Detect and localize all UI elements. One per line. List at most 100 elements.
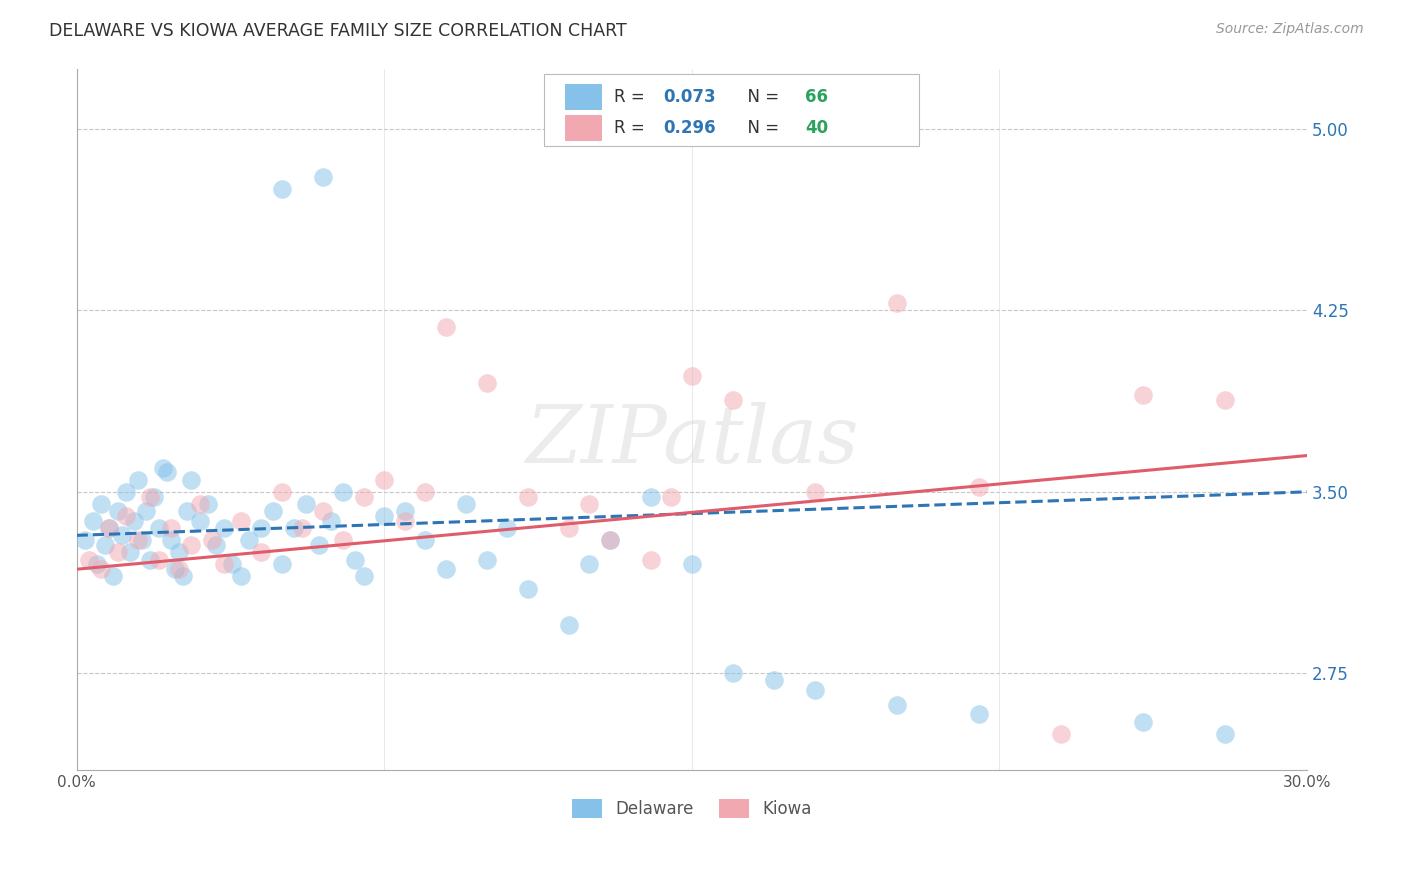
- Point: [353, 569, 375, 583]
- Point: [394, 514, 416, 528]
- Point: [127, 473, 149, 487]
- Point: [98, 521, 121, 535]
- Point: [250, 545, 273, 559]
- Point: [721, 392, 744, 407]
- Point: [250, 521, 273, 535]
- Point: [73, 533, 96, 548]
- Point: [229, 569, 252, 583]
- Point: [295, 497, 318, 511]
- Point: [659, 490, 682, 504]
- Point: [578, 558, 600, 572]
- Point: [176, 504, 198, 518]
- Point: [270, 558, 292, 572]
- Legend: Delaware, Kiowa: Delaware, Kiowa: [565, 792, 818, 825]
- Point: [967, 707, 990, 722]
- Point: [886, 698, 908, 712]
- Point: [107, 545, 129, 559]
- Point: [558, 618, 581, 632]
- Point: [721, 666, 744, 681]
- Point: [308, 538, 330, 552]
- Text: R =: R =: [614, 88, 651, 106]
- Point: [82, 514, 104, 528]
- Point: [131, 533, 153, 548]
- Point: [90, 497, 112, 511]
- Point: [156, 466, 179, 480]
- Point: [139, 552, 162, 566]
- Point: [98, 521, 121, 535]
- Point: [201, 533, 224, 548]
- Point: [152, 460, 174, 475]
- Point: [270, 484, 292, 499]
- Point: [94, 538, 117, 552]
- Point: [188, 497, 211, 511]
- Point: [180, 538, 202, 552]
- Point: [221, 558, 243, 572]
- Point: [319, 514, 342, 528]
- Point: [212, 558, 235, 572]
- Point: [270, 182, 292, 196]
- Text: ZIPatlas: ZIPatlas: [524, 401, 859, 479]
- Point: [640, 552, 662, 566]
- Point: [311, 504, 333, 518]
- Point: [103, 569, 125, 583]
- Text: 0.073: 0.073: [664, 88, 716, 106]
- Point: [344, 552, 367, 566]
- Point: [516, 582, 538, 596]
- Text: 40: 40: [806, 119, 828, 137]
- Point: [139, 490, 162, 504]
- Point: [205, 538, 228, 552]
- Point: [229, 514, 252, 528]
- Point: [681, 558, 703, 572]
- Point: [373, 508, 395, 523]
- Point: [353, 490, 375, 504]
- Point: [197, 497, 219, 511]
- Point: [434, 562, 457, 576]
- Point: [762, 673, 785, 688]
- Point: [413, 533, 436, 548]
- Point: [107, 504, 129, 518]
- Point: [90, 562, 112, 576]
- Point: [148, 521, 170, 535]
- Point: [332, 533, 354, 548]
- Point: [291, 521, 314, 535]
- Point: [122, 514, 145, 528]
- Point: [262, 504, 284, 518]
- Text: N =: N =: [737, 88, 785, 106]
- Point: [1132, 714, 1154, 729]
- Point: [212, 521, 235, 535]
- Point: [127, 533, 149, 548]
- Point: [163, 562, 186, 576]
- Point: [1050, 727, 1073, 741]
- Point: [640, 490, 662, 504]
- Point: [86, 558, 108, 572]
- Point: [886, 296, 908, 310]
- Point: [804, 683, 827, 698]
- Point: [496, 521, 519, 535]
- Point: [681, 368, 703, 383]
- Point: [167, 545, 190, 559]
- Point: [516, 490, 538, 504]
- Point: [77, 552, 100, 566]
- Point: [804, 484, 827, 499]
- Point: [238, 533, 260, 548]
- Point: [558, 521, 581, 535]
- Point: [1213, 392, 1236, 407]
- Point: [578, 497, 600, 511]
- Point: [114, 508, 136, 523]
- Point: [373, 473, 395, 487]
- Point: [160, 521, 183, 535]
- Point: [172, 569, 194, 583]
- Point: [599, 533, 621, 548]
- Point: [413, 484, 436, 499]
- Bar: [565, 115, 602, 141]
- Point: [332, 484, 354, 499]
- Point: [148, 552, 170, 566]
- Text: 0.296: 0.296: [664, 119, 716, 137]
- Text: R =: R =: [614, 119, 651, 137]
- FancyBboxPatch shape: [544, 74, 920, 145]
- Text: DELAWARE VS KIOWA AVERAGE FAMILY SIZE CORRELATION CHART: DELAWARE VS KIOWA AVERAGE FAMILY SIZE CO…: [49, 22, 627, 40]
- Point: [167, 562, 190, 576]
- Point: [283, 521, 305, 535]
- Text: Source: ZipAtlas.com: Source: ZipAtlas.com: [1216, 22, 1364, 37]
- Point: [1132, 388, 1154, 402]
